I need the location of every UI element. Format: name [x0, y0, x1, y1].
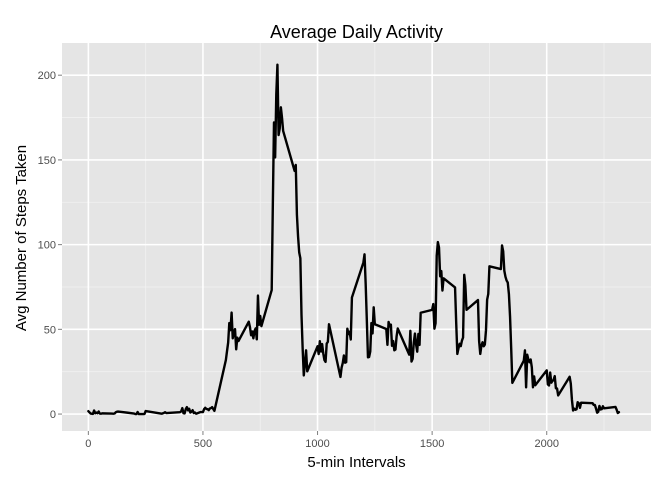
y-tick-label: 0 — [50, 409, 56, 421]
y-axis-title: Avg Number of Steps Taken — [13, 145, 30, 331]
y-axis: 0 50 100 150 200 — [38, 70, 62, 421]
y-tick-label: 100 — [38, 240, 56, 252]
series-layer — [87, 63, 621, 416]
x-tick-label: 2000 — [534, 438, 558, 450]
x-tick-label: 1000 — [305, 438, 329, 450]
chart-title: Average Daily Activity — [270, 22, 443, 42]
x-tick-label: 1500 — [420, 438, 444, 450]
series-line — [87, 63, 621, 416]
x-tick-label: 500 — [194, 438, 212, 450]
x-tick-label: 0 — [85, 438, 91, 450]
y-tick-label: 50 — [44, 324, 56, 336]
plot-panel — [62, 43, 651, 431]
y-tick-label: 150 — [38, 155, 56, 167]
x-axis: 0 500 1000 1500 2000 — [85, 431, 559, 450]
x-axis-title: 5-min Intervals — [307, 454, 405, 471]
major-gridlines — [62, 43, 651, 431]
y-tick-label: 200 — [38, 70, 56, 82]
